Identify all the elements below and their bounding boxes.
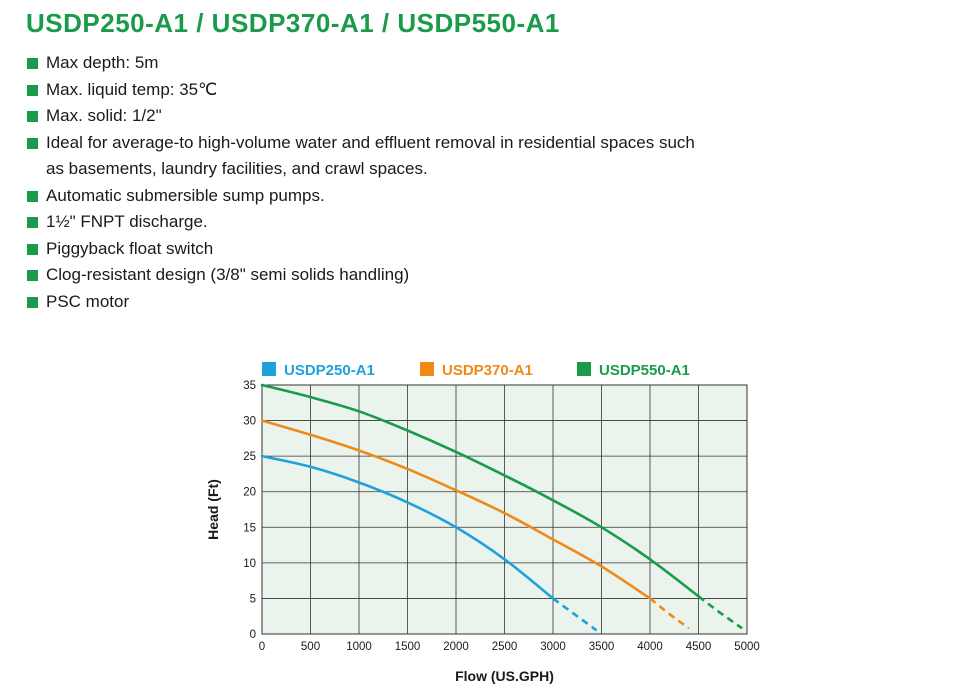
x-tick-label: 2500: [492, 641, 518, 653]
x-tick-label: 5000: [734, 641, 760, 653]
y-tick-label: 30: [243, 416, 256, 428]
y-tick-label: 35: [243, 380, 256, 392]
series-line-dashed: [697, 595, 743, 630]
page-title: USDP250-A1 / USDP370-A1 / USDP550-A1: [26, 8, 560, 38]
x-tick-label: 3000: [540, 641, 566, 653]
x-tick-label: 0: [259, 641, 265, 653]
square-bullet-icon: [27, 190, 38, 202]
square-bullet-icon: [27, 217, 38, 228]
x-tick-label: 500: [301, 641, 320, 653]
x-tick-label: 4500: [686, 641, 712, 653]
feature-item: PSC motor: [26, 289, 946, 316]
feature-text: Ideal for average-to high-volume water a…: [46, 132, 695, 152]
series-line: [260, 454, 555, 600]
feature-text: Max depth: 5m: [46, 53, 159, 72]
x-axis-label: Flow (US.GPH): [455, 668, 554, 684]
x-tick-label: 2000: [443, 641, 469, 653]
feature-item: Automatic submersible sump pumps.: [26, 183, 946, 210]
y-tick-label: 0: [250, 629, 256, 641]
x-tick-label: 1500: [395, 641, 421, 653]
pump-curve-svg: 0 500 1000 1500 2000 2500 3000 3500 4000 4500 5000…: [205, 362, 760, 684]
feature-text: PSC motor: [46, 291, 130, 311]
feature-item: Clog-resistant design (3/8" semi solids …: [26, 262, 946, 289]
series-line: [260, 419, 652, 600]
feature-text: Max. solid: 1/2": [46, 106, 162, 125]
feature-text: Max. liquid temp: 35℃: [46, 79, 218, 99]
legend-label: USDP250-A1: [284, 362, 375, 379]
legend-label: USDP370-A1: [442, 362, 533, 379]
square-bullet-icon: [27, 58, 38, 69]
square-bullet-icon: [27, 84, 38, 96]
feature-text: Clog-resistant design (3/8" semi solids …: [46, 265, 410, 284]
legend-label: USDP550-A1: [599, 362, 690, 379]
y-tick-label: 25: [243, 451, 256, 463]
x-tick-label: 4000: [637, 641, 663, 653]
feature-text: Piggyback float switch: [46, 238, 214, 258]
feature-item: 1½" FNPT discharge.: [26, 209, 946, 236]
square-bullet-icon: [27, 111, 38, 122]
pump-curve-chart: 0 500 1000 1500 2000 2500 3000 3500 4000 4500 5000…: [190, 352, 790, 690]
x-tick-label: 1000: [346, 641, 372, 653]
feature-item: Max depth: 5m: [26, 50, 946, 77]
feature-item: Piggyback float switch: [26, 236, 946, 263]
square-bullet-icon: [27, 270, 38, 281]
plot-frame: [261, 384, 748, 635]
feature-item: Max. solid: 1/2": [26, 103, 946, 130]
x-tick-label: 3500: [589, 641, 615, 653]
feature-item: Max. liquid temp: 35℃: [26, 77, 946, 104]
square-bullet-icon: [27, 137, 38, 149]
series-line: [260, 383, 700, 598]
square-bullet-icon: [27, 243, 38, 255]
y-tick-label: 20: [243, 487, 256, 499]
series-line-dashed: [649, 597, 690, 630]
square-bullet-icon: [27, 296, 38, 308]
legend-swatch: [420, 362, 434, 376]
legend-swatch: [262, 362, 276, 376]
feature-list: Max depth: 5m Max. liquid temp: 35℃ Max. s…: [26, 50, 946, 315]
y-axis-label: Head (Ft): [205, 479, 221, 540]
legend-swatch: [577, 362, 591, 376]
feature-item: Ideal for average-to high-volume water a…: [26, 130, 946, 183]
y-tick-label: 10: [243, 558, 256, 570]
y-tick-label: 15: [243, 522, 256, 534]
feature-text: 1½" FNPT discharge.: [46, 212, 208, 231]
y-tick-label: 5: [250, 593, 256, 605]
feature-text: as basements, laundry facilities, and cr…: [46, 159, 428, 178]
series-line-dashed: [552, 597, 598, 632]
feature-text: Automatic submersible sump pumps.: [46, 185, 325, 205]
